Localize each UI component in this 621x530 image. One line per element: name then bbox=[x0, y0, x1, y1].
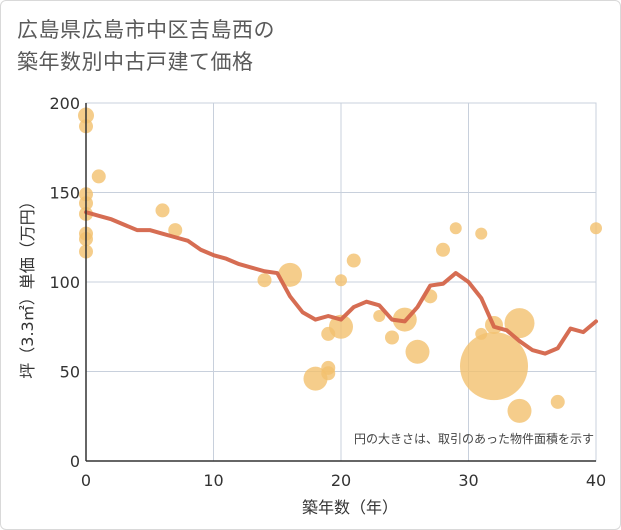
bubble-point bbox=[385, 330, 399, 345]
trend-series bbox=[84, 210, 598, 356]
bubble-point bbox=[335, 274, 347, 287]
y-tick-label: 50 bbox=[60, 363, 80, 382]
y-tick-label: 0 bbox=[70, 452, 80, 471]
bubble-point bbox=[155, 203, 170, 218]
bubble-point bbox=[460, 332, 528, 401]
y-axis-label: 坪（3.3㎡）単価（万円） bbox=[18, 193, 37, 378]
x-tick-label: 10 bbox=[203, 471, 223, 490]
bubble-point bbox=[257, 273, 272, 288]
x-axis-label: 築年数（年） bbox=[302, 498, 398, 517]
bubble-point bbox=[321, 366, 336, 381]
y-tick-label: 200 bbox=[49, 94, 80, 113]
chart-title-line-1: 広島県広島市中区吉島西の bbox=[17, 18, 275, 42]
x-tick-label: 20 bbox=[331, 471, 351, 490]
bubble-point bbox=[475, 227, 488, 240]
bubble-point bbox=[507, 398, 532, 423]
bubble-point bbox=[550, 394, 565, 409]
bubble-size-note: 円の大きさは、取引のあった物件面積を示す bbox=[354, 431, 594, 446]
chart-title: 広島県広島市中区吉島西の 築年数別中古戸建て価格 bbox=[17, 14, 275, 78]
bubble-point bbox=[590, 222, 602, 235]
y-tick-label: 100 bbox=[49, 273, 80, 292]
bubble-point bbox=[436, 242, 450, 257]
bubble-point bbox=[346, 253, 361, 268]
bubble-point bbox=[278, 262, 302, 287]
tick-labels: 0 10 20 30 40 0 50 100 150 200 bbox=[49, 94, 606, 490]
bubble-series bbox=[78, 107, 602, 423]
x-tick-label: 30 bbox=[458, 471, 478, 490]
bubble-point bbox=[168, 223, 183, 238]
bubble-point bbox=[91, 169, 106, 184]
trend-line bbox=[84, 210, 598, 356]
x-tick-label: 40 bbox=[586, 471, 606, 490]
axes bbox=[85, 103, 596, 462]
bubble-point bbox=[449, 222, 462, 235]
chart-title-line-2: 築年数別中古戸建て価格 bbox=[17, 50, 254, 74]
bubble-point bbox=[373, 310, 386, 323]
bubble-point bbox=[329, 314, 353, 339]
bubble-point bbox=[504, 308, 535, 339]
bubble-point bbox=[405, 339, 430, 364]
y-tick-label: 150 bbox=[49, 184, 80, 203]
x-tick-label: 0 bbox=[81, 471, 91, 490]
